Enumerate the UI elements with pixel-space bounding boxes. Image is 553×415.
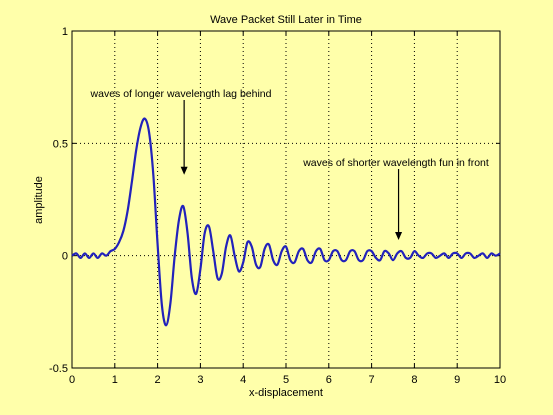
chart-title: Wave Packet Still Later in Time (210, 14, 362, 26)
x-tick-label: 0 (69, 374, 75, 386)
x-tick-label: 10 (494, 374, 506, 386)
y-tick-label: 1 (62, 26, 68, 38)
x-tick-label: 9 (454, 374, 460, 386)
grid-lines (72, 31, 500, 368)
x-tick-label: 8 (411, 374, 417, 386)
annotation-arrowhead (180, 166, 188, 175)
x-tick-label: 3 (197, 374, 203, 386)
y-tick-label: 0.5 (53, 138, 68, 150)
x-tick-label: 5 (283, 374, 289, 386)
annotation-text: waves of longer wavelength lag behind (90, 88, 272, 100)
annotation-arrowhead (395, 231, 403, 240)
x-tick-label: 1 (112, 374, 118, 386)
y-tick-label: 0 (62, 251, 68, 263)
series-layer (71, 117, 501, 327)
x-tick-label: 6 (326, 374, 332, 386)
series-line (71, 117, 501, 327)
x-tick-label: 2 (155, 374, 161, 386)
y-tick-label: -0.5 (49, 363, 68, 375)
x-tick-label: 7 (369, 374, 375, 386)
x-tick-label: 4 (240, 374, 246, 386)
annotations-layer: waves of longer wavelength lag behind wav… (90, 88, 489, 240)
annotation-text: waves of shorter wavelength fun in front (302, 157, 489, 169)
x-axis-label: x-displacement (249, 387, 323, 399)
axis-ticks: 0 1 2 3 4 5 6 7 8 9 10-0.500.51 (49, 26, 506, 386)
y-axis-label: amplitude (33, 176, 45, 224)
